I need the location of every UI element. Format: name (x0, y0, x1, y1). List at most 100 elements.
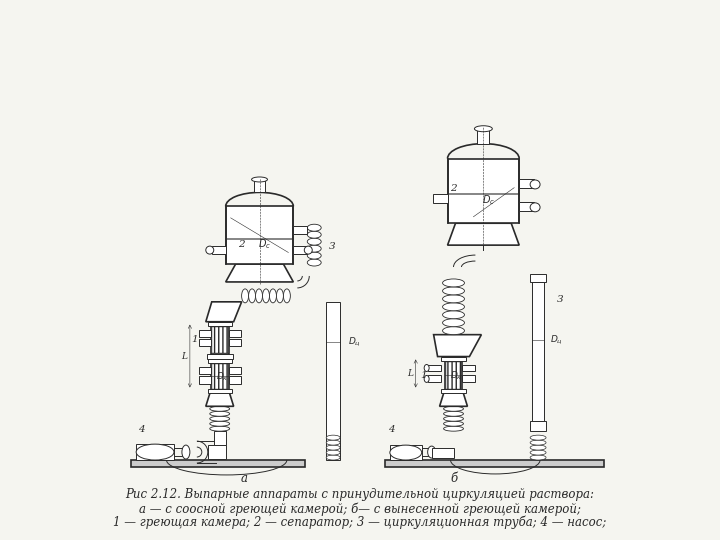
Ellipse shape (326, 435, 340, 440)
Ellipse shape (443, 287, 464, 295)
Bar (208, 389, 232, 393)
Ellipse shape (428, 446, 436, 458)
Text: а — с соосной греющей камерой; б— с вынесенной греющей камерой;: а — с соосной греющей камерой; б— с выне… (139, 502, 581, 516)
Bar (208, 322, 232, 326)
Ellipse shape (326, 455, 340, 460)
Ellipse shape (474, 126, 492, 132)
Text: 1: 1 (192, 335, 198, 344)
Bar (428, 364, 441, 372)
Bar (532, 282, 544, 421)
Ellipse shape (326, 445, 340, 450)
Text: 1: 1 (420, 371, 427, 380)
Ellipse shape (443, 327, 464, 335)
Ellipse shape (326, 450, 340, 455)
Bar (136, 444, 174, 460)
Bar (477, 130, 490, 144)
Ellipse shape (307, 238, 321, 245)
Ellipse shape (210, 416, 230, 421)
Ellipse shape (242, 289, 248, 303)
Text: L: L (407, 369, 413, 378)
Bar (211, 326, 229, 354)
Ellipse shape (444, 406, 464, 411)
Bar (519, 202, 534, 211)
Bar (385, 460, 604, 467)
Ellipse shape (326, 440, 340, 445)
Ellipse shape (256, 289, 263, 303)
Ellipse shape (276, 289, 284, 303)
Ellipse shape (136, 444, 174, 460)
Ellipse shape (444, 421, 464, 426)
Ellipse shape (530, 450, 546, 455)
Bar (441, 356, 467, 361)
Polygon shape (206, 390, 234, 406)
Bar (462, 375, 475, 382)
Ellipse shape (443, 303, 464, 311)
Bar (462, 364, 475, 372)
Bar (519, 179, 534, 188)
Bar (212, 246, 225, 254)
Ellipse shape (443, 295, 464, 303)
Ellipse shape (443, 311, 464, 319)
Bar (253, 180, 266, 192)
Bar (293, 226, 307, 234)
Ellipse shape (443, 319, 464, 327)
Polygon shape (448, 223, 519, 245)
Ellipse shape (269, 289, 276, 303)
Bar (229, 330, 240, 336)
Text: 2: 2 (238, 240, 245, 248)
Bar (199, 367, 211, 374)
Ellipse shape (444, 416, 464, 421)
Polygon shape (433, 335, 482, 356)
Text: $D_{c}$: $D_{c}$ (482, 193, 495, 207)
Bar (214, 431, 225, 445)
Polygon shape (225, 264, 293, 282)
Bar (199, 330, 211, 336)
Bar (229, 339, 240, 346)
Polygon shape (206, 302, 242, 322)
Text: 4: 4 (138, 424, 145, 434)
Bar (131, 460, 305, 467)
Ellipse shape (263, 289, 269, 303)
Text: $D_{c}$: $D_{c}$ (258, 237, 271, 251)
Ellipse shape (530, 455, 546, 460)
Bar (428, 375, 441, 382)
Ellipse shape (210, 411, 230, 416)
Ellipse shape (307, 231, 321, 238)
Bar (208, 359, 232, 362)
Text: $D_{\kappa}$: $D_{\kappa}$ (217, 370, 229, 383)
Text: 3: 3 (557, 295, 563, 305)
Ellipse shape (424, 364, 429, 372)
Text: $D_{\mathit{ц}}$: $D_{\mathit{ц}}$ (348, 335, 361, 348)
Ellipse shape (444, 411, 464, 416)
Ellipse shape (530, 440, 546, 445)
Polygon shape (440, 390, 467, 406)
Ellipse shape (530, 180, 540, 189)
Bar (212, 327, 228, 353)
Ellipse shape (305, 246, 312, 254)
Bar (207, 354, 233, 359)
Bar (431, 448, 454, 458)
Ellipse shape (390, 445, 422, 460)
Bar (433, 194, 448, 204)
Bar (446, 361, 462, 389)
Ellipse shape (307, 245, 321, 252)
Bar (293, 246, 307, 254)
Ellipse shape (443, 279, 464, 287)
Text: Рис 2.12. Выпарные аппараты с принудительной циркуляцией раствора:: Рис 2.12. Выпарные аппараты с принудител… (125, 488, 595, 501)
Bar (208, 445, 225, 459)
Text: 2: 2 (450, 184, 456, 193)
Ellipse shape (424, 375, 429, 382)
Ellipse shape (307, 252, 321, 259)
Text: 1 — греющая камера; 2 — сепаратор; 3 — циркуляционная труба; 4 — насос;: 1 — греющая камера; 2 — сепаратор; 3 — ц… (113, 516, 607, 529)
Text: 3: 3 (329, 241, 336, 251)
Bar (199, 339, 211, 346)
Ellipse shape (284, 289, 290, 303)
Bar (211, 362, 229, 390)
Text: 4: 4 (389, 424, 395, 434)
Ellipse shape (248, 289, 256, 303)
Ellipse shape (444, 426, 464, 431)
Ellipse shape (206, 246, 214, 254)
Bar (530, 421, 546, 431)
Text: а: а (241, 472, 248, 485)
Text: б: б (450, 472, 457, 485)
